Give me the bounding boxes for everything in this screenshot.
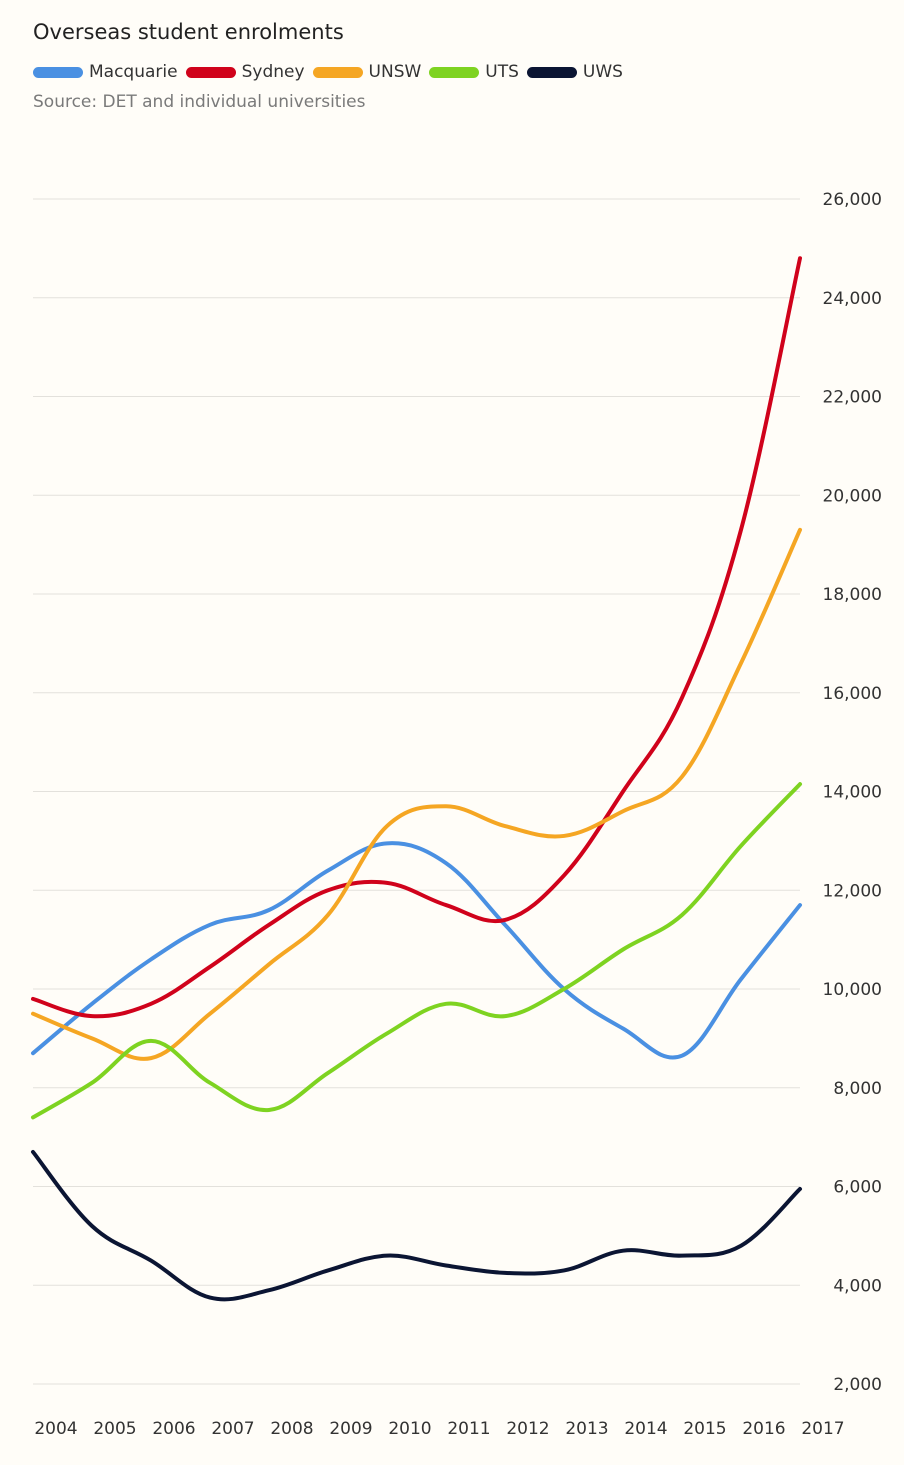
legend-label-unsw: UNSW bbox=[368, 62, 422, 82]
series-line-uts bbox=[31, 782, 802, 1120]
y-tick-label: 4,000 bbox=[833, 1276, 882, 1296]
legend-swatch-unsw bbox=[312, 66, 363, 78]
legend-item-macquarie[interactable]: Macquarie bbox=[33, 62, 178, 82]
series-line-sydney bbox=[31, 256, 802, 1019]
legend-item-uts[interactable]: UTS bbox=[429, 62, 519, 82]
series-line-uws bbox=[31, 1149, 802, 1302]
legend-label-sydney: Sydney bbox=[241, 62, 305, 82]
series-line-macquarie bbox=[31, 841, 802, 1060]
x-tick-label: 2011 bbox=[447, 1419, 490, 1439]
x-tick-label: 2016 bbox=[742, 1419, 785, 1439]
y-tick-label: 10,000 bbox=[823, 980, 882, 1000]
legend-swatch-macquarie bbox=[33, 66, 83, 78]
y-tick-label: 20,000 bbox=[823, 486, 882, 506]
x-tick-label: 2013 bbox=[565, 1419, 608, 1439]
x-tick-label: 2008 bbox=[270, 1419, 313, 1439]
y-tick-label: 8,000 bbox=[833, 1079, 882, 1099]
legend-label-uts: UTS bbox=[485, 62, 519, 82]
x-tick-label: 2010 bbox=[388, 1419, 431, 1439]
legend-item-uws[interactable]: UWS bbox=[526, 62, 623, 82]
gridlines bbox=[33, 198, 800, 1385]
legend: Macquarie Sydney UNSW UTS UWS bbox=[33, 62, 631, 82]
legend-swatch-uts bbox=[429, 66, 480, 78]
y-tick-label: 24,000 bbox=[823, 289, 882, 309]
legend-label-uws: UWS bbox=[582, 62, 623, 82]
x-tick-label: 2012 bbox=[506, 1419, 549, 1439]
y-axis-ticks: 2,000 4,000 6,000 8,000 10,000 12,000 14,000 16… bbox=[823, 190, 882, 1395]
x-tick-label: 2004 bbox=[34, 1419, 77, 1439]
y-tick-label: 26,000 bbox=[823, 190, 882, 210]
x-tick-label: 2014 bbox=[624, 1419, 667, 1439]
legend-swatch-uws bbox=[526, 66, 577, 78]
x-axis-ticks: 2004 2005 2006 2007 2008 2009 2010 2011 2012 2013… bbox=[34, 1419, 844, 1439]
y-tick-label: 6,000 bbox=[833, 1178, 882, 1198]
legend-item-sydney[interactable]: Sydney bbox=[185, 62, 305, 82]
x-tick-label: 2015 bbox=[683, 1419, 726, 1439]
x-tick-label: 2007 bbox=[211, 1419, 254, 1439]
chart-source: Source: DET and individual universities bbox=[33, 92, 366, 112]
chart-title: Overseas student enrolments bbox=[33, 20, 344, 44]
y-tick-label: 12,000 bbox=[823, 881, 882, 901]
series-line-unsw bbox=[31, 527, 802, 1061]
y-tick-label: 18,000 bbox=[823, 585, 882, 605]
y-tick-label: 16,000 bbox=[823, 684, 882, 704]
x-tick-label: 2009 bbox=[329, 1419, 372, 1439]
y-tick-label: 22,000 bbox=[823, 388, 882, 408]
y-tick-label: 2,000 bbox=[833, 1375, 882, 1395]
x-tick-label: 2017 bbox=[801, 1419, 844, 1439]
x-tick-label: 2005 bbox=[93, 1419, 136, 1439]
legend-item-unsw[interactable]: UNSW bbox=[312, 62, 422, 82]
y-tick-label: 14,000 bbox=[823, 783, 882, 803]
legend-label-macquarie: Macquarie bbox=[89, 62, 178, 82]
legend-swatch-sydney bbox=[185, 66, 236, 78]
x-tick-label: 2006 bbox=[152, 1419, 195, 1439]
series-lines bbox=[31, 256, 802, 1302]
